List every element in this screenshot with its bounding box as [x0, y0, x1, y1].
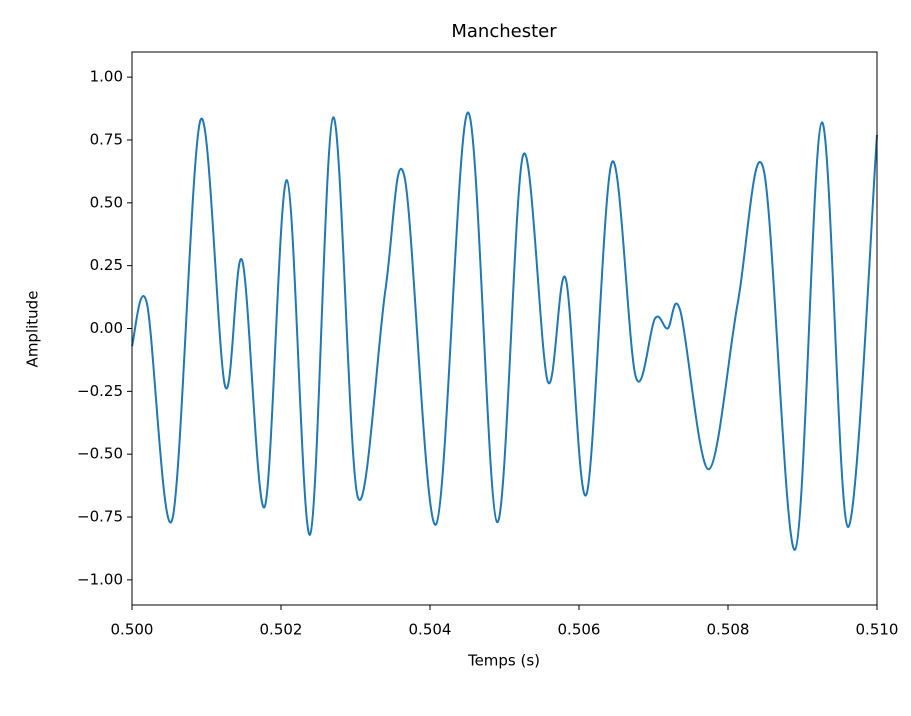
y-tick-label: −0.75: [77, 508, 123, 526]
x-axis-label: Temps (s): [467, 652, 540, 670]
x-tick-label: 0.508: [707, 621, 750, 639]
line-series: [131, 111, 878, 551]
y-tick-label: −0.25: [77, 382, 123, 400]
x-tick-label: 0.500: [111, 621, 154, 639]
plot-frame: [131, 51, 878, 606]
y-tick-label: 0.00: [90, 319, 123, 337]
y-tick-label: 1.00: [90, 68, 123, 86]
x-tick-label: 0.510: [856, 621, 899, 639]
y-tick-label: −0.50: [77, 445, 123, 463]
y-tick-label: −1.00: [77, 570, 123, 588]
chart-title: Manchester: [451, 21, 557, 42]
y-tick-label: 0.25: [90, 256, 123, 274]
x-tick-label: 0.502: [260, 621, 303, 639]
y-tick-label: 0.75: [90, 130, 123, 148]
x-tick-label: 0.504: [409, 621, 452, 639]
y-axis-label: Amplitude: [24, 291, 42, 368]
y-tick-label: 0.50: [90, 193, 123, 211]
x-tick-label: 0.506: [558, 621, 601, 639]
